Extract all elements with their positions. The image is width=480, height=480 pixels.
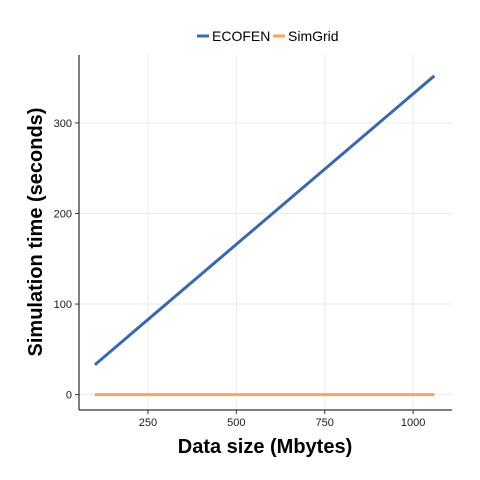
y-tick-label: 100 bbox=[54, 299, 72, 311]
legend-label-ecofen: ECOFEN bbox=[212, 28, 270, 44]
plot-series bbox=[93, 74, 436, 397]
x-tick-label: 500 bbox=[227, 417, 245, 429]
y-axis-title: Simulation time (seconds) bbox=[25, 108, 47, 357]
y-tick-label: 300 bbox=[54, 118, 72, 130]
legend: ECOFEN SimGrid bbox=[197, 28, 339, 44]
x-tick-label: 750 bbox=[316, 417, 334, 429]
x-axis-title: Data size (Mbytes) bbox=[178, 436, 353, 458]
x-tick-label: 1000 bbox=[401, 417, 425, 429]
legend-label-simgrid: SimGrid bbox=[288, 28, 339, 44]
ticks: 250 500 750 1000 0 100 200 300 bbox=[54, 118, 426, 429]
axes bbox=[78, 55, 452, 411]
y-tick-label: 200 bbox=[54, 208, 72, 220]
x-tick-label: 250 bbox=[139, 417, 157, 429]
series-line-ecofen bbox=[93, 74, 436, 366]
y-tick-label: 0 bbox=[66, 390, 72, 402]
